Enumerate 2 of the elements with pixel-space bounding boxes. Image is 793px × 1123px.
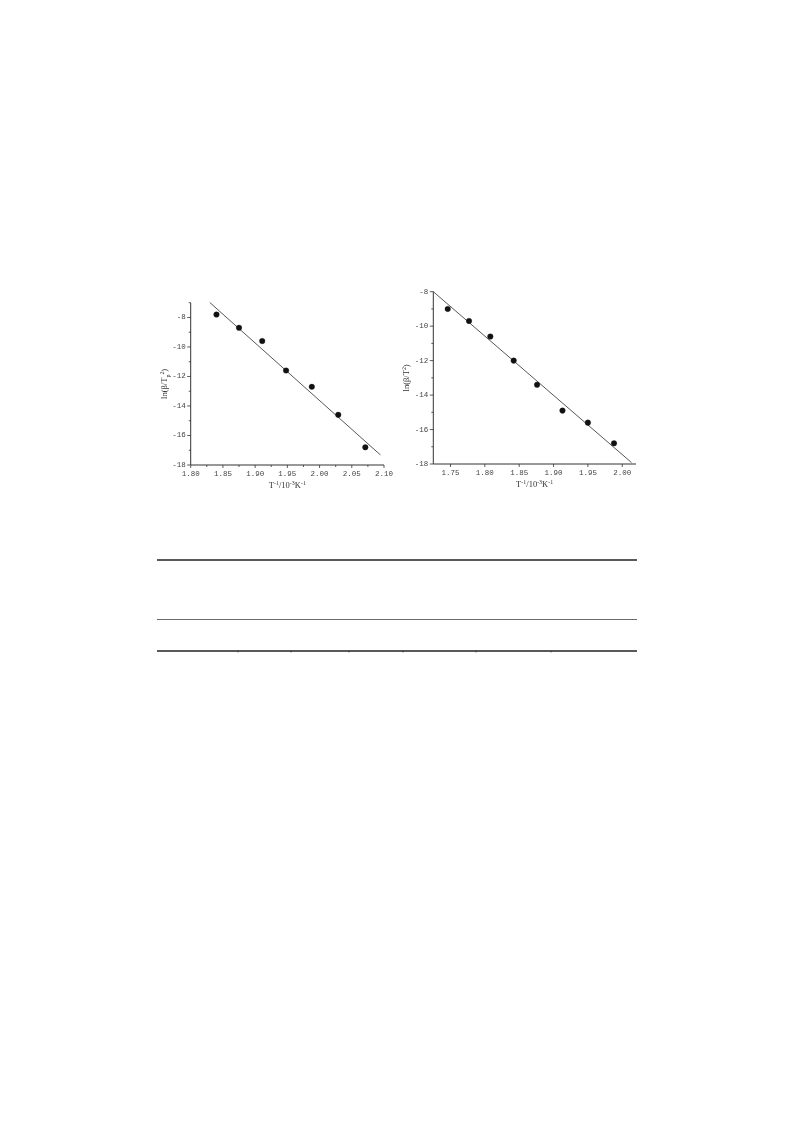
x-axis-title: T$^{-1}$/10$^{-3}$K$^{-1}$ bbox=[516, 479, 554, 489]
x-axis-title: T$^{-1}$/10$^{-3}$K$^{-1}$ bbox=[268, 480, 306, 490]
